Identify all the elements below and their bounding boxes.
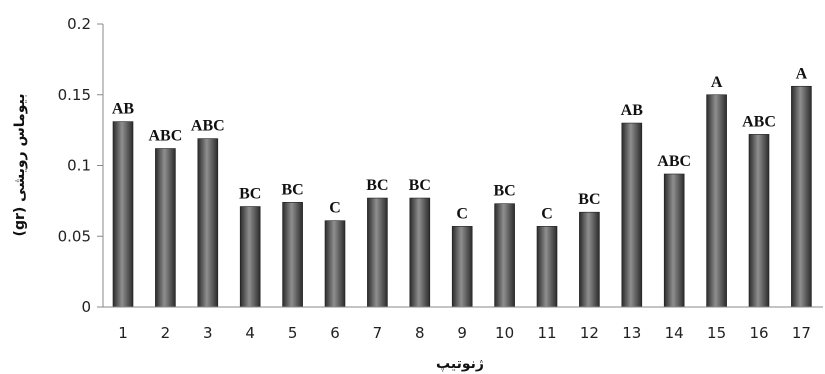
y-tick-label: 0.15 [58, 86, 91, 104]
y-tick-label: 0.05 [58, 227, 91, 245]
x-tick-label: 6 [330, 324, 340, 342]
bar-10 [494, 203, 515, 308]
bar-15 [706, 94, 727, 308]
y-axis-ticks: 0 0.05 0.1 0.15 0.2 [58, 15, 103, 316]
data-label: BC [281, 181, 303, 198]
x-tick-label: 17 [792, 324, 811, 342]
bar-4 [239, 206, 261, 308]
data-label: BC [578, 191, 600, 208]
data-label: ABC [657, 153, 691, 170]
x-tick-label: 16 [749, 324, 768, 342]
bar-5 [282, 201, 303, 308]
x-tick-label: 1 [118, 324, 128, 342]
bar-8 [409, 197, 431, 308]
x-tick-label: 9 [457, 324, 467, 342]
x-tick-label: 14 [665, 324, 684, 342]
data-labels: AB ABC ABC BC BC C BC BC C BC C BC AB ABC A ABC A [112, 65, 808, 222]
bar-14 [663, 173, 685, 308]
x-axis-title: ژنوتیپ [436, 356, 484, 372]
y-tick-label: 0.1 [67, 157, 91, 175]
data-label: C [456, 205, 468, 222]
bar-7 [367, 197, 388, 308]
data-label: AB [621, 102, 644, 119]
axes [102, 24, 823, 308]
bar-13 [621, 122, 643, 308]
data-label: A [796, 65, 808, 82]
bar-12 [579, 211, 600, 308]
bar-11 [536, 226, 558, 308]
bar-2 [155, 148, 176, 308]
bar-3 [197, 138, 219, 308]
x-tick-label: 12 [580, 324, 599, 342]
data-label: BC [366, 177, 388, 194]
data-label: C [329, 200, 341, 217]
bar-1 [112, 121, 134, 308]
x-tick-label: 7 [373, 324, 383, 342]
x-tick-label: 8 [415, 324, 425, 342]
x-tick-label: 13 [622, 324, 641, 342]
data-label: C [541, 205, 553, 222]
y-tick-label: 0.2 [67, 15, 91, 33]
data-label: ABC [742, 113, 776, 130]
data-label: BC [239, 186, 261, 203]
x-tick-label: 10 [495, 324, 514, 342]
data-label: BC [493, 183, 515, 200]
x-tick-label: 15 [707, 324, 726, 342]
data-label: BC [409, 177, 431, 194]
x-tick-label: 11 [537, 324, 556, 342]
bar-16 [748, 134, 770, 308]
data-label: AB [112, 101, 135, 118]
y-tick-label: 0 [81, 298, 91, 316]
x-tick-label: 2 [161, 324, 171, 342]
x-tick-label: 3 [203, 324, 213, 342]
x-tick-label: 5 [288, 324, 298, 342]
data-label: ABC [149, 128, 183, 145]
bar-17 [791, 85, 812, 308]
bar-9 [451, 226, 473, 308]
data-label: ABC [191, 118, 225, 135]
x-axis-ticks: 1 2 3 4 5 6 7 8 9 10 11 12 13 14 15 16 17 [118, 324, 811, 342]
data-label: A [711, 74, 723, 91]
bar-6 [324, 220, 346, 308]
y-axis-title: بیوماس رویشی (gr) [12, 94, 28, 237]
x-tick-label: 4 [245, 324, 255, 342]
